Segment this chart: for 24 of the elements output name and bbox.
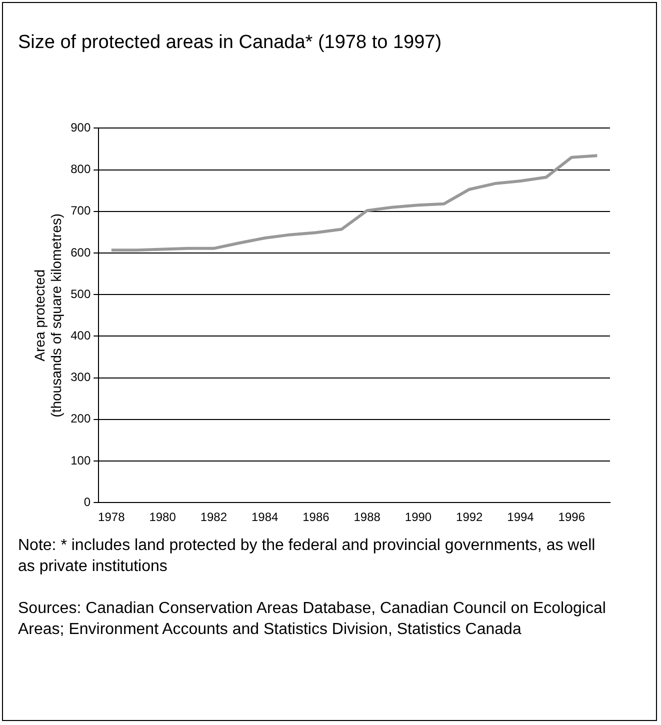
x-tick-label: 1978 [98, 510, 126, 524]
y-tick-label: 400 [70, 328, 91, 343]
y-tick-label: 800 [70, 162, 91, 176]
x-tick-label: 1996 [558, 510, 586, 524]
x-tick-label: 1984 [251, 510, 278, 524]
y-axis-title: Area protected (thousands of square kilometres) [31, 213, 64, 418]
x-tick-label: 1980 [149, 510, 176, 524]
x-tick-label: 1990 [404, 510, 432, 524]
y-tick-label: 200 [70, 412, 91, 426]
y-tick-label: 100 [70, 453, 91, 468]
text: Note: * includes land protected by the federal and provincial governments, as well as private institutions [18, 536, 596, 577]
y-tick-label: 300 [70, 370, 91, 384]
y-tick-label: 700 [70, 204, 91, 218]
x-tick-label: 1994 [507, 510, 534, 524]
y-tick-label: 500 [70, 286, 91, 301]
x-tick-label: 1988 [354, 510, 381, 524]
x-tick-label: 1986 [302, 510, 330, 524]
chart-title: Size of protected areas in Canada* (1978 to 1997) [18, 32, 442, 54]
x-tick-label: 1982 [200, 510, 228, 524]
x-tick-label: 1992 [456, 510, 484, 524]
y-tick-label: 0 [84, 494, 91, 509]
y-tick-label: 600 [70, 245, 91, 260]
y-tick-label: 900 [70, 120, 91, 135]
source-note: Sources: Canadian Conservation Areas Database, Canadian Council on Ecological Areas; Environment Accounts and Statistics Division, Statistics Canada [18, 599, 607, 640]
